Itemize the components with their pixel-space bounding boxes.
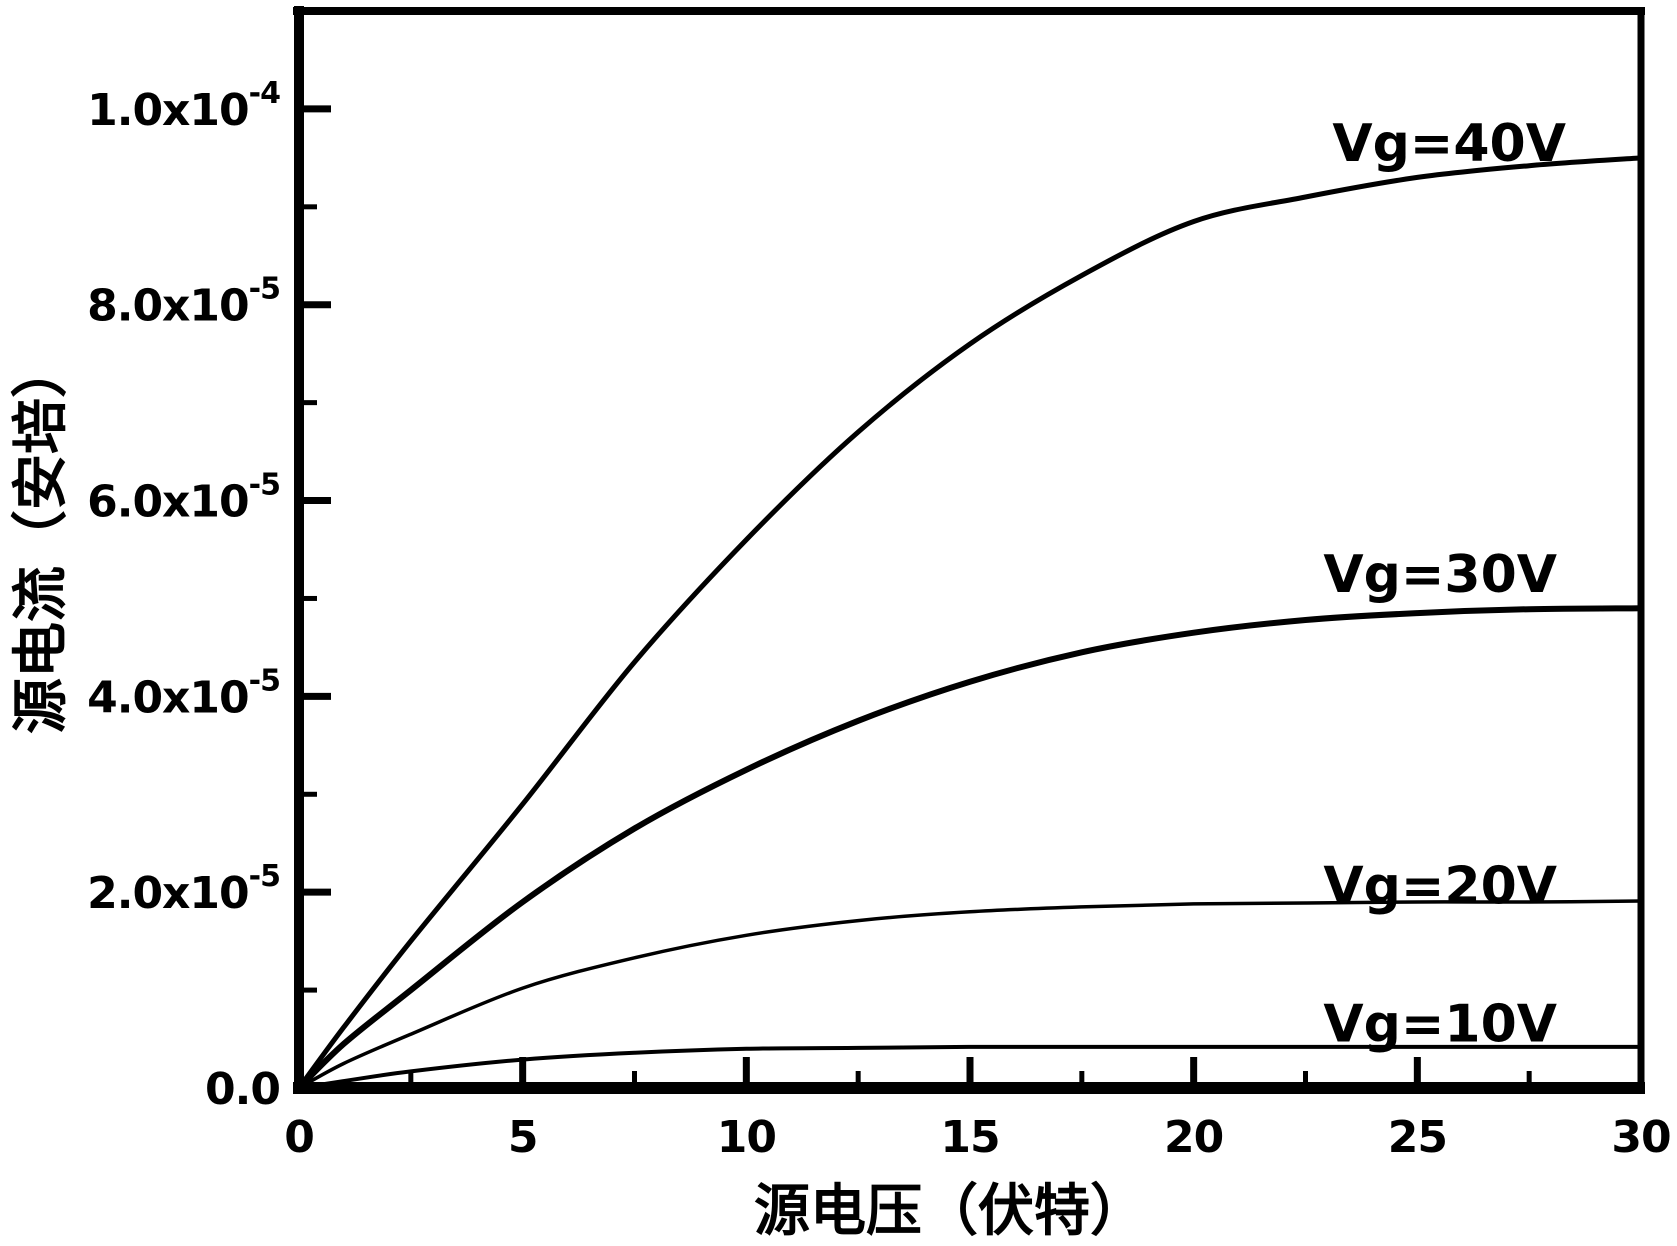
curve-label-vg-40: Vg=40V — [1332, 114, 1566, 174]
y-tick-label: 1.0x10-4 — [87, 76, 280, 136]
x-tick-label: 20 — [1164, 1112, 1223, 1163]
curves — [296, 155, 1644, 1091]
y-tick-label: 0.0 — [205, 1064, 280, 1115]
tick-labels: 0 5 10 15 20 25 30 0.0 2.0x10-5 4.0x10-5 6.0x10-5 8… — [87, 76, 1672, 1163]
x-tick-label: 0 — [284, 1112, 314, 1163]
x-tick-label: 10 — [717, 1112, 776, 1163]
y-axis-title: 源电流（安培） — [9, 342, 74, 734]
curve-vg-40 — [296, 155, 1644, 1091]
curve-label-vg-20: Vg=20V — [1323, 856, 1557, 916]
plot-frame — [293, 6, 1645, 1094]
axis-ticks — [301, 105, 1532, 1086]
curve-labels: Vg=40V Vg=30V Vg=20V Vg=10V — [1323, 114, 1566, 1054]
x-tick-label: 5 — [508, 1112, 538, 1163]
y-tick-label: 4.0x10-5 — [87, 663, 280, 723]
x-axis-title: 源电压（伏特） — [754, 1179, 1146, 1244]
x-tick-label: 30 — [1611, 1112, 1670, 1163]
curve-label-vg-10: Vg=10V — [1323, 994, 1557, 1054]
curve-vg-20 — [297, 899, 1643, 1090]
y-tick-label: 2.0x10-5 — [87, 859, 280, 919]
y-tick-label: 6.0x10-5 — [87, 468, 280, 528]
x-tick-label: 25 — [1388, 1112, 1447, 1163]
y-tick-label: 8.0x10-5 — [87, 272, 280, 332]
x-tick-label: 15 — [940, 1112, 999, 1163]
curve-label-vg-30: Vg=30V — [1323, 545, 1557, 605]
curve-vg-10 — [297, 1044, 1643, 1090]
curve-vg-30 — [296, 605, 1644, 1091]
